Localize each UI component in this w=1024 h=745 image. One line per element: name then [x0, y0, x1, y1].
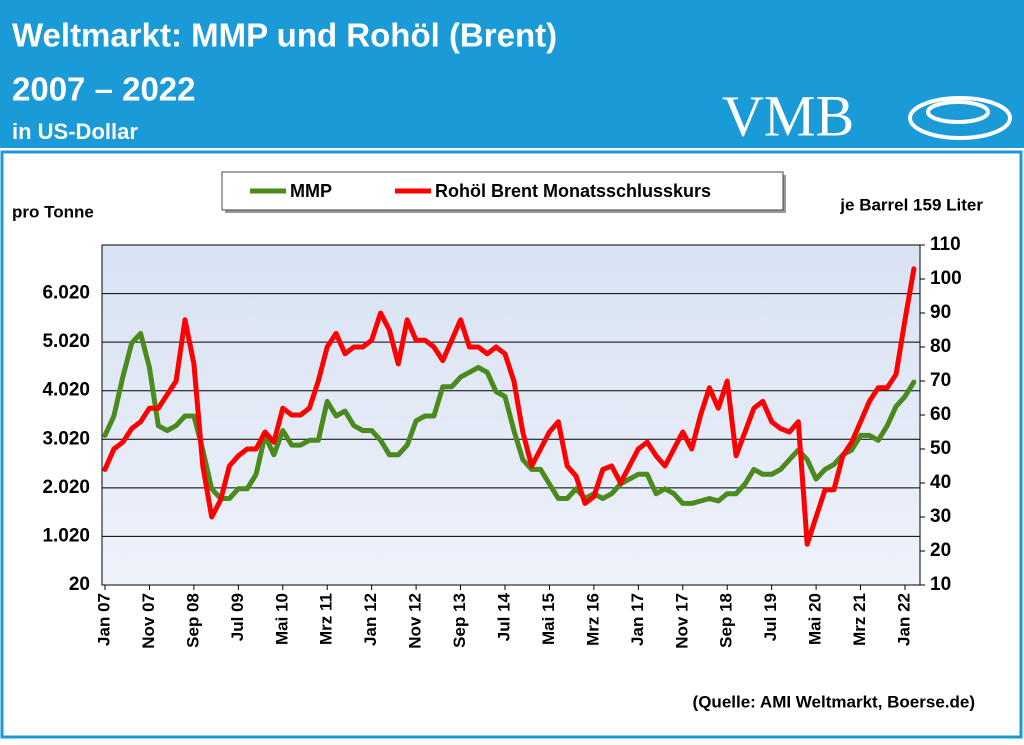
header-band	[0, 0, 1024, 148]
x-tick-label: Mrz 11	[317, 593, 336, 645]
y2-tick-label: 30	[930, 506, 951, 527]
x-tick-label: Sep 18	[717, 593, 736, 648]
legend	[221, 171, 784, 211]
y2-tick-label: 100	[930, 268, 962, 289]
y2-tick-label: 40	[930, 472, 951, 493]
header-title: Weltmarkt: MMP und Rohöl (Brent)	[12, 17, 557, 54]
y-tick-label: 4.020	[42, 380, 90, 401]
y-axis-label: pro Tonne	[12, 202, 94, 221]
y-tick-label: 5.020	[42, 331, 90, 352]
y2-tick-label: 50	[930, 438, 951, 459]
y2-tick-label: 10	[930, 574, 951, 595]
header-unit: in US-Dollar	[12, 119, 138, 144]
series-line	[102, 330, 917, 506]
x-tick-label: Jan 12	[361, 593, 380, 646]
y2-tick-label: 90	[930, 302, 951, 323]
logo-swoosh	[908, 96, 1012, 140]
x-tick-label: Mrz 21	[850, 593, 869, 646]
y-tick-label: 6.020	[42, 283, 90, 304]
y-tick-label: 20	[69, 574, 90, 595]
x-tick-label: Sep 08	[183, 593, 202, 648]
x-tick-label: Jan 17	[628, 593, 647, 646]
y2-tick-label: 70	[930, 370, 951, 391]
x-tick-label: Nov 07	[139, 593, 158, 649]
x-tick-label: Jul 09	[228, 593, 247, 641]
series-line	[102, 266, 917, 547]
y2-tick-label: 20	[930, 540, 951, 561]
legend-label: Rohöl Brent Monatsschlusskurs	[435, 181, 711, 201]
source: (Quelle: AMI Weltmarkt, Boerse.de)	[693, 692, 975, 711]
x-tick-label: Jan 22	[894, 593, 913, 646]
y2-tick-label: 110	[930, 234, 961, 255]
y2-tick-label: 60	[930, 404, 951, 425]
x-tick-label: Sep 13	[450, 593, 469, 648]
y-tick-label: 3.020	[42, 428, 90, 449]
x-tick-label: Nov 12	[406, 593, 425, 649]
y2-tick-label: 80	[930, 336, 951, 357]
x-tick-label: Mai 10	[272, 593, 291, 645]
x-tick-label: Mai 15	[539, 593, 558, 645]
legend-label: MMP	[290, 181, 332, 201]
x-tick-label: Jul 14	[494, 592, 513, 641]
y-tick-label: 1.020	[42, 525, 90, 546]
x-tick-label: Jan 07	[94, 593, 113, 646]
header-subtitle: 2007 – 2022	[12, 71, 196, 108]
x-tick-label: Jul 19	[761, 593, 780, 641]
x-tick-label: Mrz 16	[583, 593, 602, 646]
x-tick-label: Nov 17	[672, 593, 691, 649]
y-tick-label: 2.020	[42, 477, 90, 498]
y2-axis-label: je Barrel 159 Liter	[839, 195, 983, 214]
logo: VMB	[722, 83, 854, 148]
x-tick-label: Mai 20	[806, 593, 825, 645]
